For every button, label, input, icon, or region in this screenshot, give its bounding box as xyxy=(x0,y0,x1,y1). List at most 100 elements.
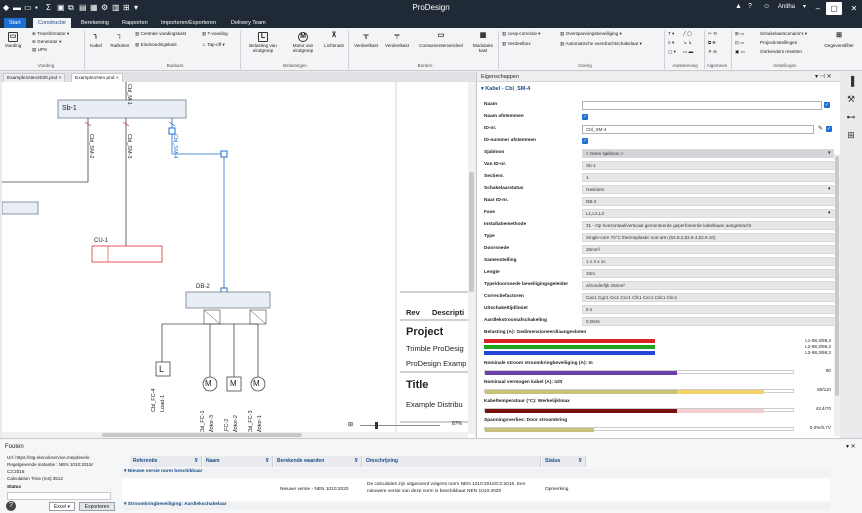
property-checkbox[interactable]: ✓ xyxy=(826,126,832,132)
property-value[interactable]: afzonderlijk 25mm² xyxy=(582,281,834,290)
oorkenders-resetten-button[interactable]: Oorkenders resetten xyxy=(760,49,802,54)
automatische-overdrachtschakelaar-button[interactable]: ▥ Automatische overdrachtschakelaar ▾ xyxy=(560,41,642,46)
horizontal-scrollbar[interactable] xyxy=(2,432,468,438)
doc-tab-1[interactable]: Example1Nen2020.pnd × xyxy=(3,73,66,82)
filter-icon[interactable]: ⊽ xyxy=(265,458,269,464)
load-symbol[interactable]: L xyxy=(159,364,165,374)
verdeelkast-button-2[interactable]: ╤ Verdeelkast xyxy=(384,32,409,48)
cosphi-correctie-button[interactable]: ▥ cosφ-correctie ▾ xyxy=(502,31,541,36)
cut-icon[interactable]: ✂ ⟲ xyxy=(708,31,717,36)
rectangle-tool-icon[interactable]: ▭ ▬ xyxy=(683,49,694,54)
new-file-icon[interactable]: ▬ xyxy=(13,3,21,12)
minimize-button[interactable]: – xyxy=(815,4,821,13)
distribution-board-label[interactable]: DB-2 xyxy=(196,284,210,290)
cable-label-top[interactable]: Cbl_M-1 xyxy=(126,84,132,105)
gegevensfilter-button[interactable]: ⊞ Gegevensfilter xyxy=(824,32,854,48)
dropdown-icon[interactable]: ▾ xyxy=(134,3,139,12)
verdeelkast-button-1[interactable]: ╦ Verdeelkast xyxy=(353,32,378,48)
lichtmast-button[interactable]: ⊼ Lichtmast xyxy=(324,32,344,48)
motor-cable-label-1[interactable]: Cbl_FC-1 xyxy=(200,410,206,434)
arrow-tool-icon[interactable]: ↘ ↳ xyxy=(683,40,692,45)
zoom-slider[interactable] xyxy=(360,425,440,426)
fit-page-icon[interactable]: ⊞ xyxy=(348,422,354,428)
switchboard-label[interactable]: Sb-1 xyxy=(62,105,77,112)
voeding-button[interactable]: ▭ Voeding xyxy=(4,32,22,48)
cable-label-sm4[interactable]: Cbl_SM-4 xyxy=(172,134,178,159)
notification-icon[interactable]: ▲ xyxy=(735,3,742,10)
ups-button[interactable]: ▤ UPS xyxy=(32,47,48,52)
chevron-down-icon[interactable]: ▾ xyxy=(803,4,807,10)
property-value[interactable]: Sb-1 xyxy=(582,161,834,170)
wrench-icon[interactable]: ⚒ xyxy=(846,94,856,104)
settings-icon[interactable]: ⚙ xyxy=(101,3,109,12)
chevron-down-icon[interactable]: ▾ xyxy=(828,186,831,192)
transformator-button[interactable]: ⊕ Transformator ▾ xyxy=(32,31,70,36)
export-button[interactable]: Exporteren xyxy=(79,502,115,511)
single-line-diagram[interactable]: Cbl_M-1 Sb-1 Cbl_SM-2 Cbl_SM-3 Cbl_SM-4 … xyxy=(2,82,475,438)
copy-paste-icon[interactable]: ⧉ ⊕ xyxy=(708,40,716,45)
consumentenverdeel-button[interactable]: ▭ Consumentenverdeel xyxy=(419,32,463,48)
select-icon[interactable]: ⊞ ▭ xyxy=(735,31,745,36)
fit-icon[interactable]: ▣ ▭ xyxy=(735,49,745,54)
property-value[interactable]: Cac1 Cgc1 Cic1 Ccc1 Cfc1 Cxc1 Cdc1 Ckc1 xyxy=(582,293,834,302)
image-icon[interactable]: ▦ xyxy=(90,3,98,12)
close-button[interactable]: ✕ xyxy=(850,4,858,13)
properties-scrollbar-thumb[interactable] xyxy=(835,156,839,396)
tab-importeren-exporteren[interactable]: Importeren/Exporteren xyxy=(161,20,217,26)
property-checkbox[interactable]: ✓ xyxy=(824,102,830,108)
col-berekende-waarden[interactable]: Berekende waarden ⊽ xyxy=(274,456,362,467)
vertical-scrollbar[interactable] xyxy=(468,82,475,434)
chevron-down-icon[interactable]: ▾ xyxy=(828,150,831,156)
t-voeding-button[interactable]: ▥ T-voeding xyxy=(202,31,228,36)
motor-symbol-3[interactable]: M xyxy=(253,379,260,388)
print-icon[interactable]: ▣ xyxy=(57,3,65,12)
property-value[interactable]: 10m xyxy=(582,269,834,278)
cable-label-sm3[interactable]: Cbl_SM-3 xyxy=(126,134,132,159)
property-checkbox[interactable]: ✓ xyxy=(582,138,588,144)
frame-icon[interactable]: ▢ ▾ xyxy=(668,49,676,54)
text-tool-icon[interactable]: T ▾ xyxy=(668,31,675,36)
overspanningsbeveiliging-button[interactable]: ▥ Overspanningsbeveiliging ▾ xyxy=(560,31,622,36)
projectinstellingen-button[interactable]: Projectinstellingen xyxy=(760,40,798,45)
property-value[interactable]: < Geen sjabloon > xyxy=(582,149,834,158)
horizontal-scrollbar-thumb[interactable] xyxy=(102,433,302,437)
property-value[interactable]: 5 s xyxy=(582,305,834,314)
motor-symbol-1[interactable]: M xyxy=(205,379,212,388)
motor-button[interactable]: M Motor van eindgroep xyxy=(292,32,314,53)
zoom-slider-thumb[interactable] xyxy=(375,422,378,429)
delete-icon[interactable]: ✕ ⊖ xyxy=(708,49,717,54)
property-value[interactable]: Gesloten xyxy=(582,185,834,194)
schakelaarscenarios-button[interactable]: Schakelaarscenario's ▾ xyxy=(760,31,808,36)
user-name[interactable]: Anitha xyxy=(778,4,796,10)
link-icon[interactable]: ⊷ xyxy=(846,112,856,122)
table-icon[interactable]: ▥ xyxy=(112,3,120,12)
belasting-button[interactable]: L Belasting van eindgroep xyxy=(249,32,277,53)
consumer-unit-label[interactable]: CU-1 xyxy=(94,238,109,244)
property-value[interactable]: L1,L2,L3 xyxy=(582,209,834,218)
group-row-1[interactable]: ▾ Nieuwe versie norm beschikbaar xyxy=(122,469,830,477)
property-value[interactable] xyxy=(582,101,822,110)
generator-button[interactable]: ⊛ Generator ▾ xyxy=(32,39,62,44)
filter-icon[interactable]: ⊽ xyxy=(194,458,198,464)
filter-icon[interactable]: ⊽ xyxy=(578,458,582,464)
properties-scrollbar[interactable] xyxy=(834,154,840,436)
report-icon[interactable]: ▤ xyxy=(79,3,87,12)
panel-controls-icon[interactable]: ▾ ✕ xyxy=(846,444,856,450)
tab-start[interactable]: Start xyxy=(4,18,26,28)
zoom-icon[interactable]: ⊡ ▭ xyxy=(735,40,745,45)
motor-symbol-2[interactable]: M xyxy=(230,379,237,388)
col-referentie[interactable]: Referentie ⊽ xyxy=(130,456,202,467)
eindvoedingskast-button[interactable]: ▥ Eindvoedingskast xyxy=(135,42,177,47)
col-naam[interactable]: Naam ⊽ xyxy=(203,456,273,467)
save-icon[interactable]: ▪ xyxy=(35,3,38,12)
chevron-down-icon[interactable]: ▾ xyxy=(828,210,831,216)
property-checkbox[interactable]: ✓ xyxy=(582,114,588,120)
property-value[interactable]: DB-2 xyxy=(582,197,834,206)
property-value[interactable]: Single-core 70°C thermoplastic non-arm (… xyxy=(582,233,834,242)
property-value[interactable]: 25mm² xyxy=(582,245,834,254)
properties-section-title[interactable]: ▾ Kabel - Cbl_SM-4 xyxy=(481,86,531,92)
grid-icon[interactable]: ⊞ xyxy=(123,3,130,12)
tab-delivery-team[interactable]: Delivery Team xyxy=(231,20,266,26)
property-value[interactable]: 1 xyxy=(582,173,834,182)
property-value[interactable]: 31 - Op horizontaal/verticaal gemonteerd… xyxy=(582,221,834,230)
